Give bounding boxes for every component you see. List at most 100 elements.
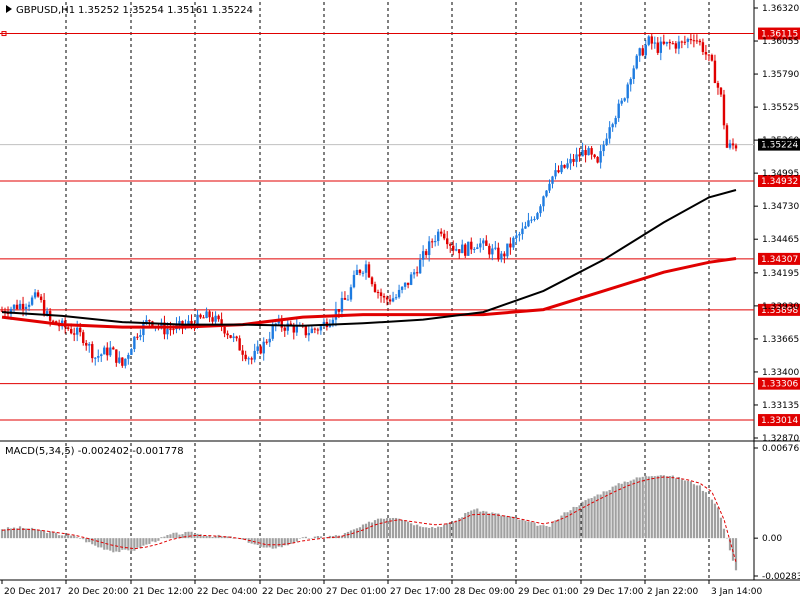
bull-candle: [394, 297, 398, 299]
macd-histogram-bar: [9, 528, 13, 539]
bull-candle: [9, 308, 13, 315]
bull-candle: [45, 311, 49, 315]
price-axis-label: 1.35525: [762, 103, 799, 113]
bear-candle: [689, 38, 693, 41]
bull-candle: [467, 241, 470, 256]
time-axis-label: 20 Dec 2017: [4, 587, 62, 597]
macd-histogram-bar: [578, 505, 581, 539]
macd-axis-label: -0.002838: [762, 572, 800, 582]
macd-histogram-bar: [307, 538, 310, 539]
macd-histogram-bar: [644, 475, 647, 539]
macd-histogram-bar: [638, 477, 641, 539]
macd-histogram-bar: [476, 508, 479, 539]
macd-histogram-bar: [253, 538, 256, 545]
bear-candle: [415, 272, 419, 274]
bull-candle: [109, 347, 112, 356]
macd-histogram-bar: [494, 513, 497, 539]
bear-candle: [509, 243, 512, 248]
bull-candle: [286, 323, 289, 331]
bull-candle: [12, 304, 16, 309]
macd-histogram-bar: [262, 538, 265, 548]
macd-header: MACD(5,34,5) -0.002402 -0.001778: [5, 446, 184, 457]
bull-candle: [728, 143, 732, 148]
bear-candle: [106, 347, 109, 356]
bull-candle: [30, 297, 34, 305]
bull-candle: [391, 298, 395, 302]
bull-candle: [33, 292, 37, 298]
bear-candle: [373, 284, 377, 293]
bull-candle: [295, 325, 299, 333]
macd-histogram-bar: [461, 517, 464, 539]
macd-histogram-bar: [6, 527, 10, 539]
macd-histogram-bar: [407, 521, 410, 539]
time-axis-label: 20 Dec 20:00: [68, 587, 129, 597]
bull-candle: [412, 272, 416, 275]
level-price-tag: [758, 174, 800, 187]
bull-candle: [139, 335, 142, 337]
bear-candle: [21, 303, 25, 309]
macd-histogram-bar: [33, 528, 37, 539]
macd-histogram-bar: [458, 518, 461, 539]
macd-histogram-bar: [698, 485, 702, 539]
macd-histogram-bar: [734, 538, 738, 571]
macd-histogram-bar: [292, 538, 295, 543]
macd-histogram-bar: [328, 535, 331, 539]
bull-candle: [551, 176, 554, 184]
bear-candle: [430, 241, 434, 243]
macd-histogram-bar: [319, 536, 322, 539]
macd-histogram-bar: [593, 496, 596, 539]
bull-candle: [133, 336, 136, 350]
bear-candle: [72, 333, 76, 335]
macd-histogram-bar: [52, 532, 55, 539]
macd-histogram-bar: [416, 524, 419, 539]
macd-histogram-bar: [172, 532, 175, 539]
macd-histogram-bar: [76, 537, 79, 539]
bear-candle: [202, 317, 205, 319]
macd-histogram-bar: [325, 537, 328, 539]
bear-candle: [439, 231, 443, 234]
time-axis-label: 28 Dec 09:00: [454, 587, 515, 597]
macd-histogram-bar: [271, 538, 274, 549]
macd-histogram-bar: [647, 476, 650, 539]
price-axis-label: 1.33135: [762, 401, 799, 411]
macd-histogram-bar: [701, 490, 705, 539]
macd-histogram-bar: [497, 513, 500, 539]
bear-candle: [701, 42, 705, 52]
macd-histogram-bar: [148, 538, 151, 544]
bear-candle: [731, 143, 735, 146]
bear-candle: [358, 269, 362, 273]
macd-histogram-bar: [413, 525, 416, 539]
macd-histogram-bar: [470, 510, 473, 539]
macd-histogram-bar: [40, 530, 43, 539]
macd-histogram-bar: [130, 538, 133, 552]
price-axis-label: 1.33665: [762, 335, 799, 345]
macd-histogram-bar: [94, 538, 97, 546]
bear-candle: [226, 333, 229, 336]
bear-candle: [220, 319, 223, 327]
macd-histogram-bar: [659, 475, 662, 539]
bear-candle: [337, 308, 341, 312]
macd-histogram-bar: [61, 535, 64, 539]
macd-histogram-bar: [3, 529, 7, 539]
macd-histogram-bar: [178, 534, 181, 539]
bear-candle: [497, 247, 500, 260]
macd-histogram-bar: [599, 494, 602, 539]
macd-histogram-bar: [464, 513, 467, 539]
macd-histogram-bar: [190, 531, 193, 539]
macd-histogram-bar: [542, 525, 545, 539]
bull-candle: [512, 237, 515, 248]
bear-candle: [250, 358, 253, 360]
bear-candle: [725, 125, 729, 148]
macd-histogram-bar: [15, 528, 19, 539]
macd-histogram-bar: [136, 538, 139, 548]
macd-axis-label: 0.00: [762, 534, 782, 544]
macd-histogram-bar: [524, 520, 527, 539]
macd-histogram-bar: [232, 538, 235, 539]
macd-histogram-bar: [551, 522, 554, 539]
macd-histogram-bar: [370, 522, 374, 539]
collapse-arrow-icon[interactable]: [6, 5, 12, 13]
bull-candle: [677, 41, 681, 49]
bull-candle: [88, 344, 91, 346]
